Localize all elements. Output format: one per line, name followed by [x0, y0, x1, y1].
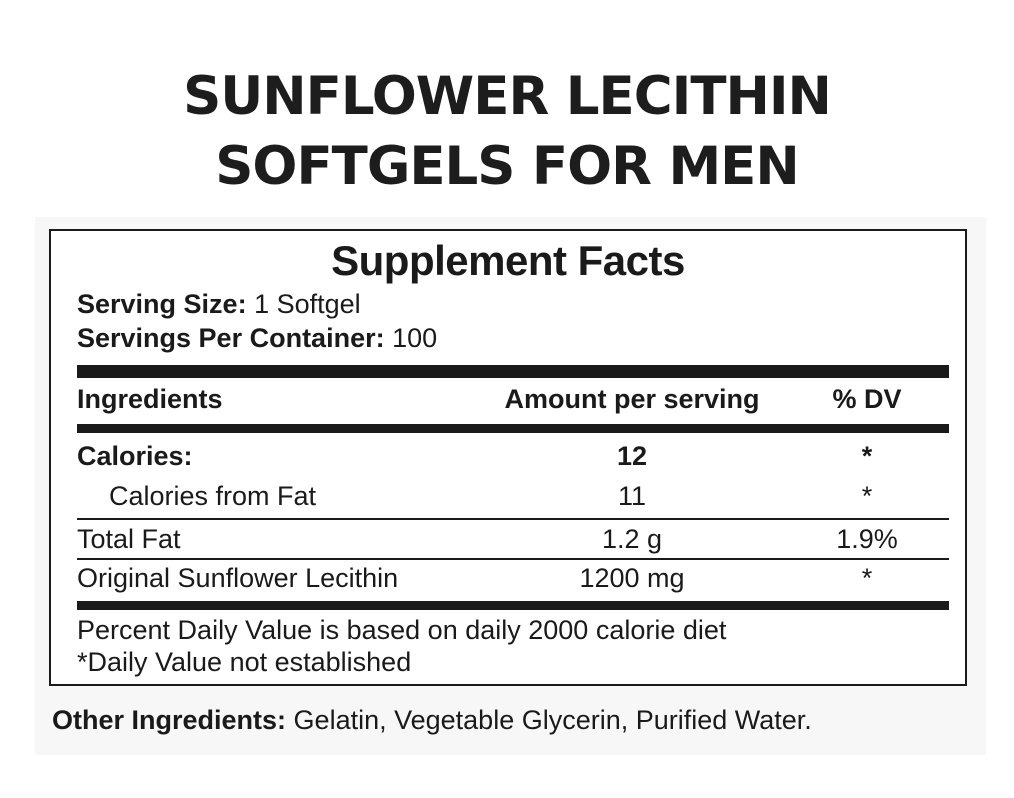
row-amount: 11: [617, 481, 647, 511]
row-dv: *: [861, 481, 873, 511]
row-name: Original Sunflower Lecithin: [77, 563, 399, 593]
servings-per-container-label: Servings Per Container:: [77, 323, 385, 353]
serving-size: Serving Size: 1 Softgel: [77, 288, 361, 320]
servings-per-container: Servings Per Container: 100: [77, 322, 437, 354]
serving-size-label: Serving Size:: [77, 289, 247, 319]
column-header-ingredients: Ingredients: [77, 384, 223, 414]
footnote-not-established: *Daily Value not established: [77, 647, 412, 677]
product-heading-line2: SOFTGELS FOR MEN: [215, 136, 800, 197]
other-ingredients-value: Gelatin, Vegetable Glycerin, Purified Wa…: [293, 705, 812, 735]
row-name: Calories:: [77, 441, 193, 471]
other-ingredients: Other Ingredients: Gelatin, Vegetable Gl…: [52, 703, 812, 737]
supplement-facts-title: Supplement Facts: [331, 237, 685, 284]
divider-thick-top: [77, 365, 949, 378]
facts-row-calories: Calories: 12 *: [77, 438, 949, 474]
footnote-daily-value: Percent Daily Value is based on daily 20…: [77, 615, 727, 645]
row-name: Calories from Fat: [109, 481, 317, 511]
other-ingredients-label: Other Ingredients:: [52, 705, 287, 735]
column-header-dv: % DV: [832, 384, 902, 414]
serving-size-value: 1 Softgel: [254, 289, 361, 319]
divider-medium-bottom: [77, 601, 949, 610]
row-amount: 1200 mg: [579, 563, 685, 593]
row-amount: 1.2 g: [601, 524, 663, 554]
product-heading: SUNFLOWER LECITHIN SOFTGELS FOR MEN: [0, 62, 1014, 202]
facts-row-total-fat: Total Fat 1.2 g 1.9%: [77, 521, 949, 557]
row-amount: 12: [616, 441, 648, 471]
divider-thin: [77, 558, 949, 560]
column-header-row: Ingredients Amount per serving % DV: [77, 381, 949, 417]
facts-row-sunflower-lecithin: Original Sunflower Lecithin 1200 mg *: [77, 560, 949, 596]
supplement-facts-box: Supplement Facts Serving Size: 1 Softgel…: [49, 229, 967, 686]
servings-per-container-value: 100: [392, 323, 438, 353]
row-dv: *: [861, 441, 873, 471]
row-name: Total Fat: [77, 524, 181, 554]
column-header-amount: Amount per serving: [504, 384, 760, 414]
row-dv: *: [861, 563, 873, 593]
divider-thin: [77, 518, 949, 520]
facts-row-calories-from-fat: Calories from Fat 11 *: [77, 478, 949, 514]
product-heading-line1: SUNFLOWER LECITHIN: [183, 66, 832, 127]
divider-medium: [77, 424, 949, 433]
row-dv: 1.9%: [836, 524, 898, 554]
